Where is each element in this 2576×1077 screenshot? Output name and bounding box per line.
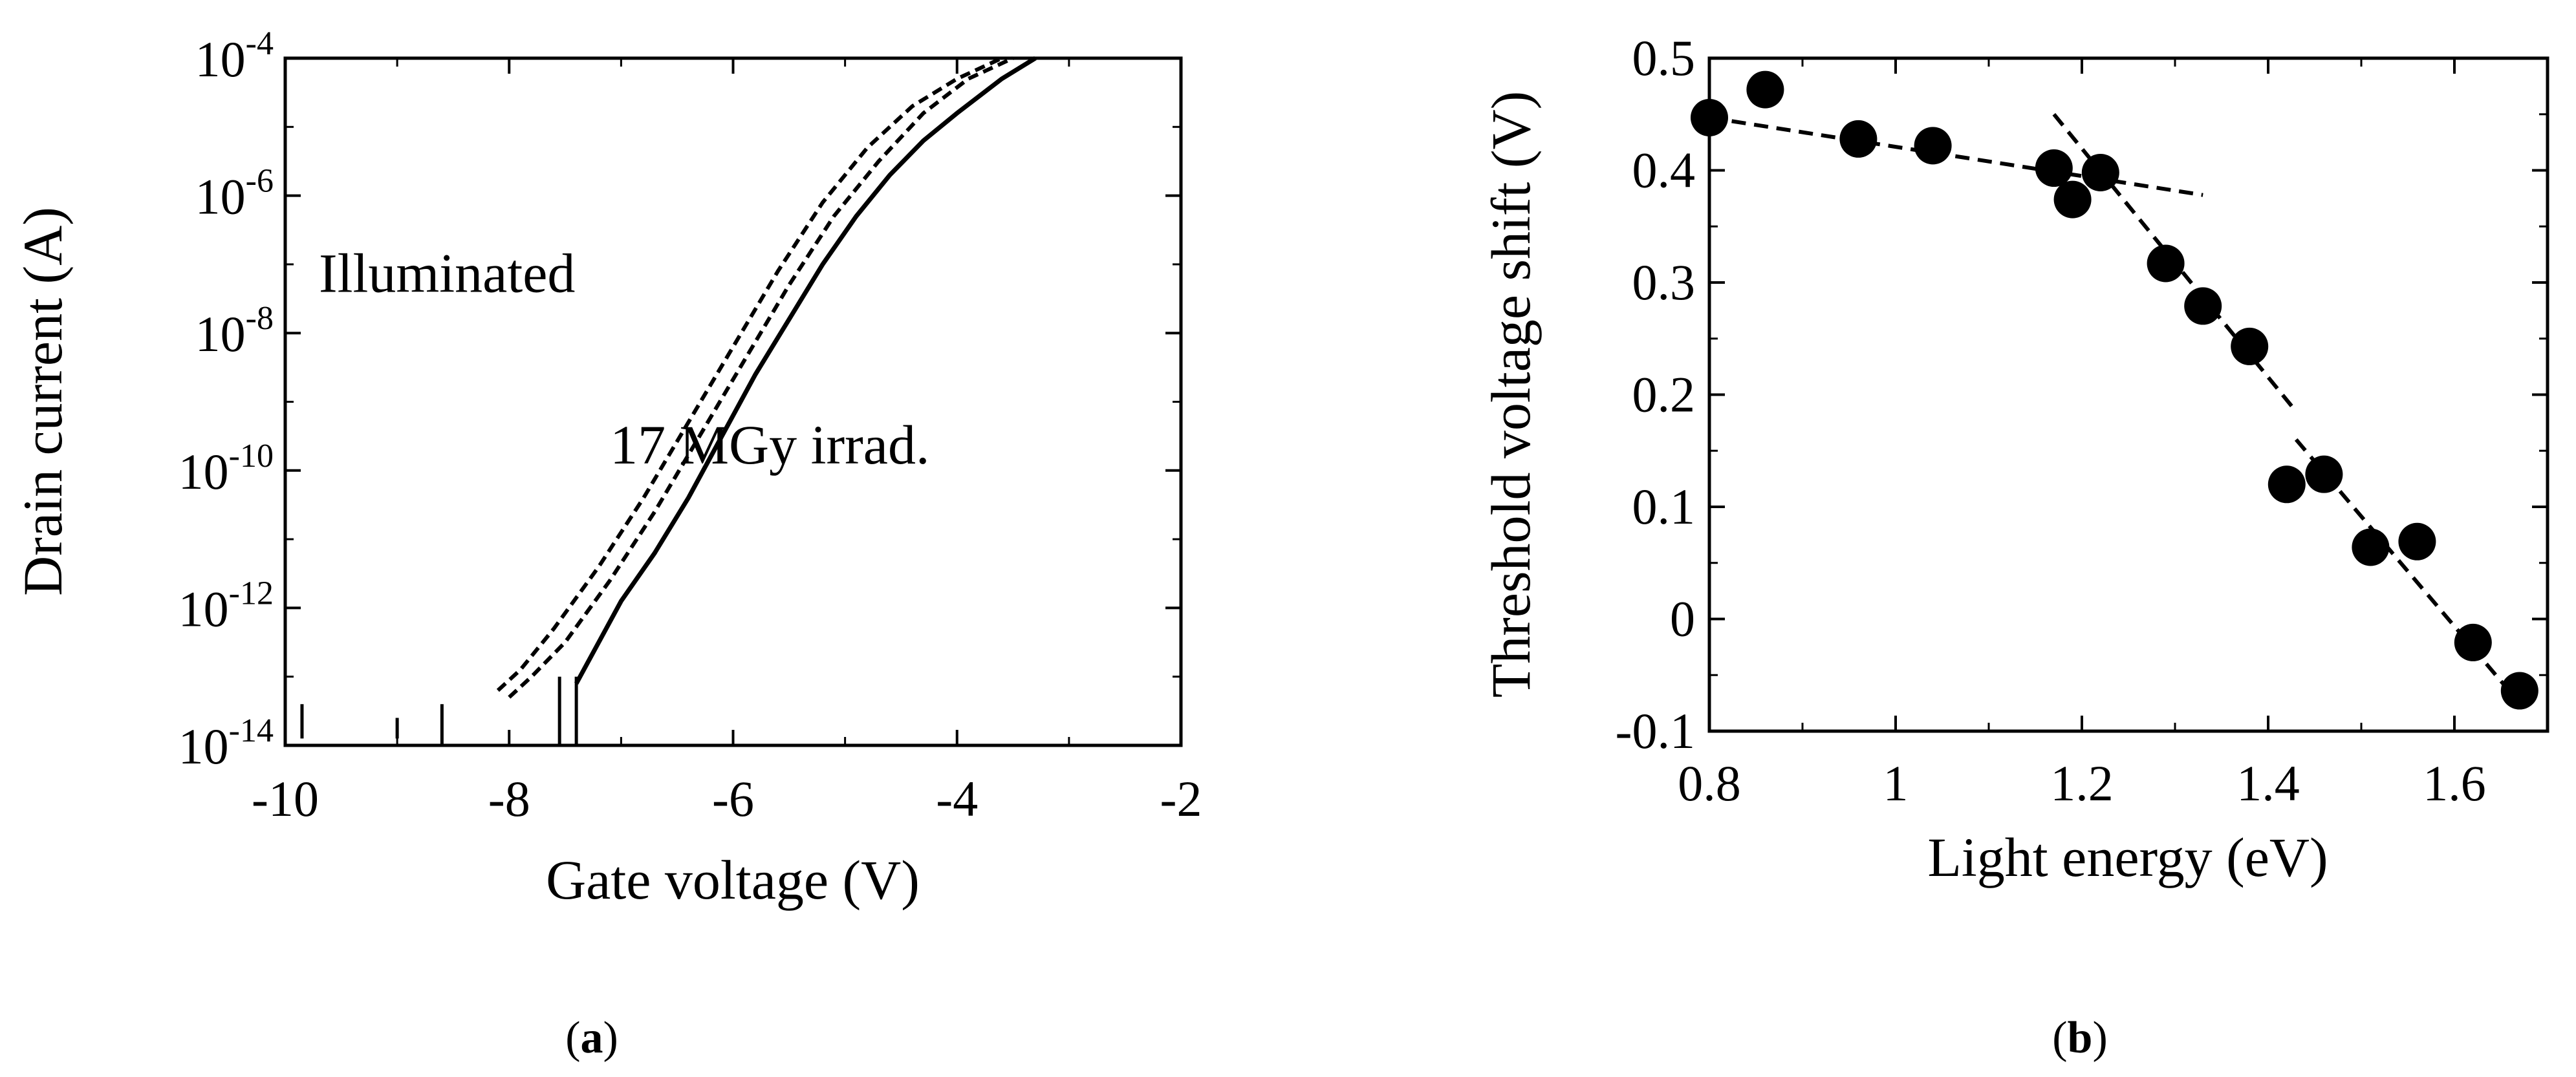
panel-a-series-irradiated-curve — [574, 56, 1037, 685]
panel-b-data-point — [2231, 327, 2269, 365]
panel-b-y-tick-label: 0 — [1670, 591, 1695, 647]
panel-b-x-tick-labels: 0.8 1 1.2 1.4 1.6 — [1678, 755, 2486, 811]
panel-b-plot-frame — [1707, 56, 2549, 733]
panel-b-y-tick-label: 0.5 — [1632, 30, 1696, 86]
panel-a-y-tick-exponent: -14 — [229, 712, 274, 749]
panel-a-curves — [300, 56, 1037, 745]
panel-a-y-tick-base: 10 — [179, 718, 229, 774]
panel-b-x-tick-label: 1 — [1883, 755, 1909, 811]
panel-b-data-point — [2268, 465, 2306, 504]
panel-a-annotation: Illuminated — [319, 242, 575, 304]
panel-b-fit-line — [1709, 115, 2203, 197]
panel-b-fit-lines — [1709, 112, 2522, 705]
panel-b-data-point — [1746, 70, 1784, 109]
panel-b-y-tick-label: -0.1 — [1616, 703, 1695, 759]
panel-a-x-tick-label: -10 — [252, 771, 319, 827]
panel-a-y-tick-label: 10-4 — [195, 25, 274, 87]
panel-a-series-illuminated-curve — [496, 56, 1003, 692]
panel-b-data-point — [2500, 672, 2538, 710]
panel-a-y-tick-base: 10 — [195, 169, 246, 225]
panel-a-y-tick-label: 10-8 — [195, 300, 274, 362]
panel-b-y-tick-label: 0.4 — [1632, 142, 1696, 198]
panel-a-y-tick-label: 10-12 — [179, 575, 274, 637]
panel-a-annotation: 17 MGy irrad. — [610, 414, 929, 476]
panel-b-data-point — [1914, 127, 1952, 165]
panel-b-data-point — [2184, 287, 2222, 325]
panel-a-y-tick-exponent: -12 — [229, 575, 274, 612]
panel-a-annotations: Illuminated 17 MGy irrad. — [319, 242, 930, 476]
panel-b-y-axis-label: Threshold voltage shift (V) — [1480, 91, 1542, 698]
panel-a-x-tick-labels: -10 -8 -6 -4 -2 — [252, 771, 1202, 827]
panel-a-ticks — [284, 57, 1182, 747]
panel-a: -10 -8 -6 -4 -2 10-410-610-810-1010-1210-14 … — [12, 25, 1202, 1063]
panel-a-x-tick-label: -2 — [1160, 771, 1202, 827]
panel-b-x-tick-label: 0.8 — [1678, 755, 1741, 811]
panel-b-ticks — [1708, 57, 2548, 732]
panel-a-y-axis-label: Drain current (A) — [12, 207, 74, 596]
panel-b-data-point — [2147, 244, 2185, 283]
panel-b-y-tick-label: 0.3 — [1632, 254, 1696, 310]
panel-a-y-tick-exponent: -8 — [246, 300, 274, 337]
panel-a-x-tick-label: -6 — [712, 771, 754, 827]
panel-b-data-point — [2454, 623, 2492, 661]
panel-a-plot-frame — [283, 56, 1183, 747]
panel-b-data-point — [2081, 153, 2119, 191]
panel-b-y-tick-label: 0.2 — [1632, 367, 1696, 423]
panel-a-y-tick-label: 10-14 — [179, 712, 274, 774]
panel-b-y-tick-labels: 0.5 0.4 0.3 0.2 0.1 0 -0.1 — [1616, 30, 1695, 759]
panel-b-data-point — [2035, 149, 2073, 187]
panel-b-data-point — [2352, 528, 2390, 566]
panel-a-x-tick-label: -4 — [936, 771, 978, 827]
panel-b-data-point — [2305, 455, 2343, 493]
panel-a-caption-letter: a — [581, 1013, 603, 1063]
panel-a-x-axis-label: Gate voltage (V) — [546, 849, 920, 911]
panel-a-caption: (a) — [565, 1013, 618, 1063]
panel-a-y-tick-base: 10 — [179, 581, 229, 637]
panel-b: 0.8 1 1.2 1.4 1.6 0.5 0.4 0.3 0.2 0.1 0 -0.1 Light… — [1480, 30, 2549, 1063]
panel-b-data-point — [2398, 522, 2436, 560]
panel-a-y-tick-exponent: -4 — [246, 25, 274, 62]
panel-b-y-tick-label: 0.1 — [1632, 478, 1696, 535]
panel-a-y-tick-label: 10-10 — [179, 438, 274, 500]
panel-b-x-tick-label: 1.6 — [2423, 755, 2486, 811]
panel-a-y-tick-label: 10-6 — [195, 163, 274, 225]
panel-a-y-tick-exponent: -10 — [229, 438, 274, 475]
panel-b-data-point — [2053, 180, 2092, 219]
panel-b-caption: (b) — [2052, 1013, 2108, 1063]
panel-a-y-tick-exponent: -6 — [246, 163, 274, 200]
panel-a-series-illuminated-curve — [508, 56, 1014, 699]
panel-b-caption-letter: b — [2068, 1013, 2093, 1063]
panel-a-x-tick-label: -8 — [488, 771, 530, 827]
panel-b-x-tick-label: 1.2 — [2050, 755, 2114, 811]
panel-a-y-tick-base: 10 — [179, 443, 229, 500]
panel-b-data-point — [1839, 120, 1878, 158]
panel-a-y-tick-base: 10 — [195, 31, 246, 87]
panel-a-y-tick-base: 10 — [195, 306, 246, 362]
panel-b-x-axis-label: Light energy (eV) — [1927, 826, 2328, 888]
panel-b-points — [1691, 70, 2538, 710]
panel-b-x-tick-label: 1.4 — [2236, 755, 2300, 811]
